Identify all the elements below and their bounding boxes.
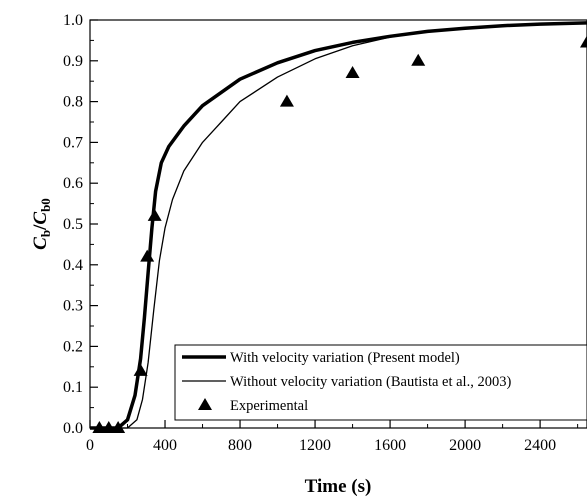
legend-label-bautista: Without velocity variation (Bautista et … [230,374,511,390]
y-tick-label: 0.3 [63,298,83,315]
experimental-point [580,35,587,48]
experimental-point [101,421,116,433]
x-axis-title: Time (s) [305,476,372,497]
y-tick-label: 0.1 [63,379,83,396]
legend: With velocity variation (Present model) … [174,344,587,421]
x-tick-label: 400 [153,437,177,454]
y-tick-label: 0.7 [63,134,83,151]
x-tick-label: 2000 [449,437,481,454]
x-tick-label: 1200 [299,437,331,454]
y-tick-label: 0.2 [63,338,83,355]
experimental-point [133,363,148,376]
x-tick-label: 2400 [524,437,556,454]
legend-label-present-model: With velocity variation (Present model) [230,350,460,366]
y-tick-label: 0.8 [63,94,83,111]
x-tick-label: 800 [228,437,252,454]
series-line-bautista [90,21,587,429]
legend-box [174,344,587,421]
series-group [90,21,587,433]
y-tick-label: 0.0 [63,420,83,437]
axis-ticks: 0.0 0.1 0.2 0.3 0.4 0.5 0.6 0.7 0.8 0.9 1.0 0 400 800… [63,12,579,454]
y-tick-label: 0.6 [63,175,83,192]
experimental-point [140,249,155,262]
experimental-point [111,421,126,433]
y-tick-label: 1.0 [63,12,83,29]
x-tick-label: 1600 [374,437,406,454]
experimental-point [279,94,294,107]
y-tick-label: 0.4 [63,257,83,274]
experimental-point [345,66,360,79]
y-axis-title: Cb/Cb0 [30,198,53,250]
experimental-point [411,53,426,66]
legend-swatch-experimental [198,398,212,410]
x-tick-label: 0 [86,437,94,454]
experimental-point [92,421,107,433]
experimental-point [147,208,162,221]
y-tick-label: 0.9 [63,53,83,70]
legend-label-experimental: Experimental [230,398,308,414]
y-tick-label: 0.5 [63,216,83,233]
